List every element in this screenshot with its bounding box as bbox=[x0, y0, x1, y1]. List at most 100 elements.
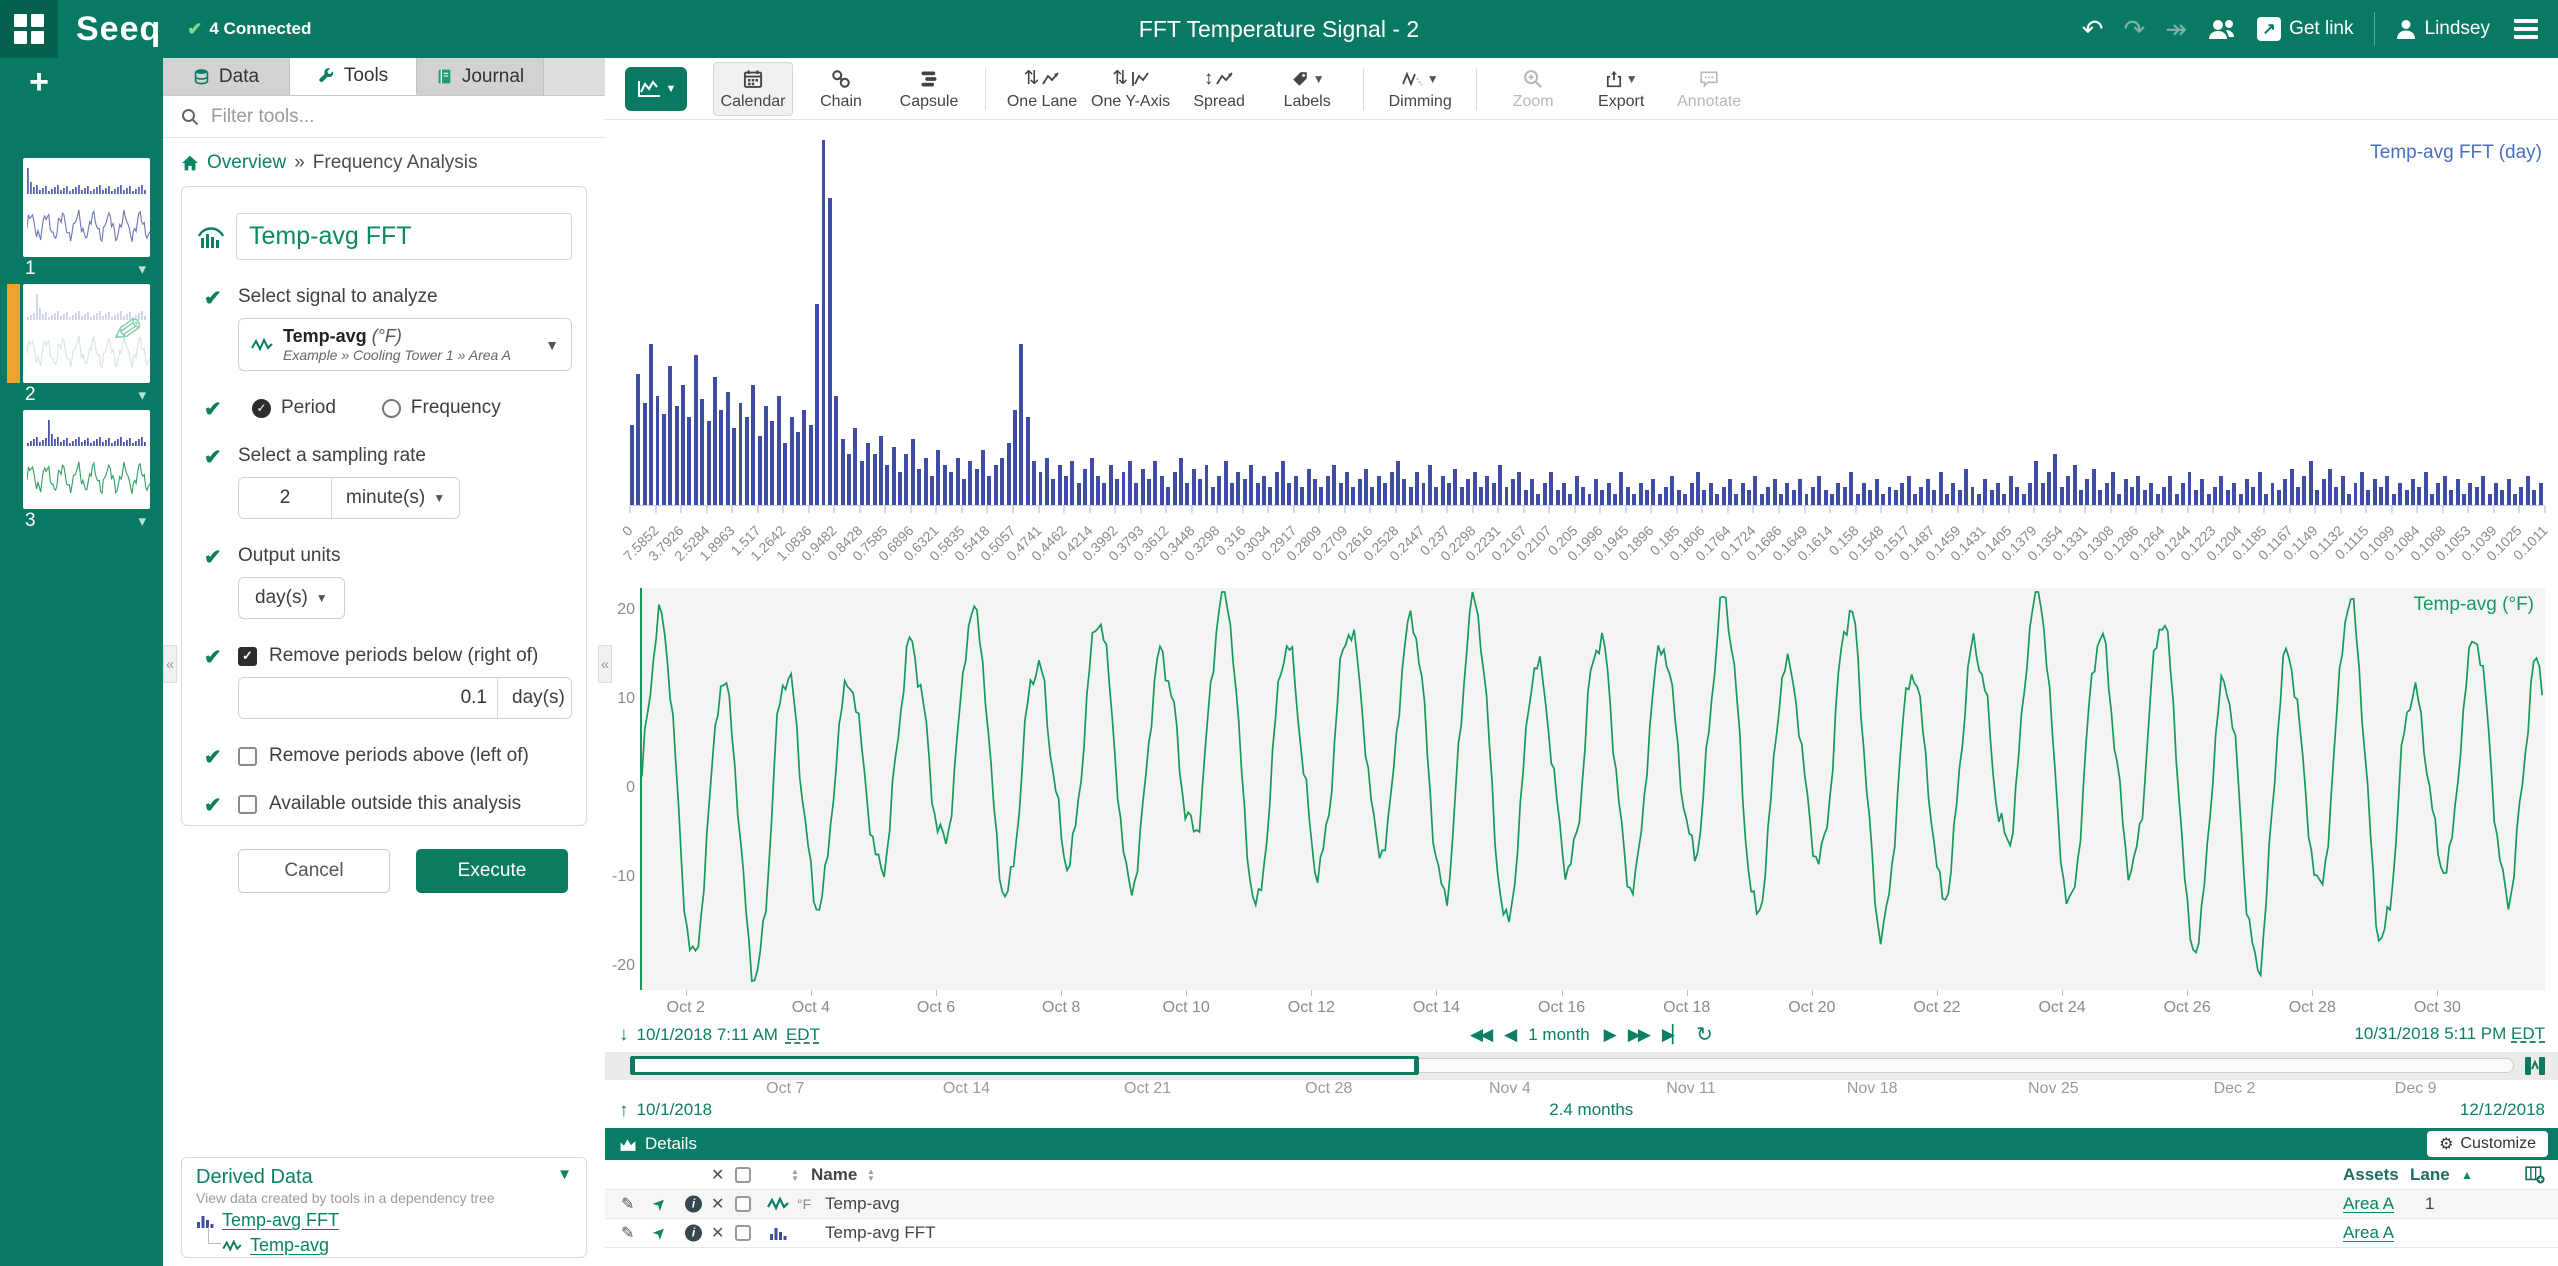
name-column-header[interactable]: Name bbox=[811, 1164, 858, 1184]
tab-data[interactable]: Data bbox=[163, 58, 290, 95]
capsule-mode-button[interactable]: Capsule bbox=[889, 62, 969, 116]
user-menu[interactable]: Lindsey bbox=[2395, 18, 2490, 40]
cancel-button[interactable]: Cancel bbox=[238, 849, 390, 893]
redo-all-icon[interactable]: ↠ bbox=[2165, 14, 2188, 44]
execute-button[interactable]: Execute bbox=[416, 849, 568, 893]
labels-button[interactable]: ▼ Labels bbox=[1283, 71, 1331, 110]
filter-tools-input[interactable] bbox=[211, 105, 511, 128]
view-mode-dropdown[interactable]: ▼ bbox=[625, 66, 687, 111]
info-icon[interactable]: i bbox=[685, 1224, 702, 1242]
chain-mode-button[interactable]: Chain bbox=[801, 62, 881, 116]
range-handle-left[interactable] bbox=[630, 1057, 635, 1074]
breadcrumb-overview-link[interactable]: Overview bbox=[207, 152, 287, 173]
hamburger-menu-icon[interactable] bbox=[2510, 15, 2542, 43]
investigate-start[interactable]: ↑ 10/1/2018 bbox=[619, 1100, 713, 1121]
export-button[interactable]: ▼ Export bbox=[1598, 70, 1645, 110]
signal-plot-area[interactable] bbox=[642, 588, 2545, 990]
signal-x-axis[interactable]: Oct 2 Oct 4 Oct 6 Oct 8 Oct 10 Oct 12 Oct 14 Oc… bbox=[642, 990, 2545, 1020]
worksheet-thumbnail-2-active[interactable]: ✎ 2 ▾ bbox=[23, 284, 150, 407]
step-back-button[interactable]: ◀ bbox=[1504, 1024, 1517, 1044]
lane-column-header[interactable]: Lane bbox=[2410, 1164, 2450, 1184]
period-radio[interactable]: ✓ bbox=[252, 398, 271, 418]
remove-below-unit-select[interactable]: day(s) ▼ bbox=[497, 678, 571, 718]
investigate-duration[interactable]: 2.4 months bbox=[1549, 1100, 1634, 1119]
spread-button[interactable]: ↕ Spread bbox=[1193, 67, 1245, 110]
frequency-radio[interactable] bbox=[381, 398, 401, 418]
step-back-full-button[interactable]: ◀◀ bbox=[1470, 1024, 1493, 1044]
remove-below-checkbox[interactable]: ✓ bbox=[238, 646, 257, 666]
available-outside-checkbox[interactable] bbox=[238, 794, 257, 814]
customize-button[interactable]: ⚙ Customize bbox=[2427, 1131, 2548, 1157]
remove-below-value-input[interactable] bbox=[239, 678, 497, 718]
calendar-mode-button[interactable]: Calendar bbox=[713, 61, 793, 116]
sampling-unit-select[interactable]: minute(s) ▼ bbox=[331, 478, 460, 518]
result-name-input[interactable] bbox=[237, 214, 571, 259]
derived-item-link[interactable]: Temp-avg FFT bbox=[222, 1210, 340, 1230]
remove-icon[interactable]: ✕ bbox=[711, 1225, 725, 1242]
home-icon[interactable] bbox=[181, 155, 199, 171]
pin-icon[interactable]: ➤ bbox=[649, 1193, 671, 1216]
sort-icon[interactable]: ▲ ▼ bbox=[867, 1166, 875, 1183]
worksheet-thumbnail-3[interactable]: 3 ▾ bbox=[23, 410, 150, 533]
auto-update-icon[interactable] bbox=[2524, 1055, 2546, 1077]
one-y-axis-button[interactable]: ⇅ One Y-Axis bbox=[1091, 68, 1171, 110]
fft-series-label[interactable]: Temp-avg FFT (day) bbox=[2370, 142, 2542, 163]
add-worksheet-button[interactable]: + bbox=[29, 63, 49, 101]
output-units-select[interactable]: day(s) ▼ bbox=[238, 577, 345, 619]
refresh-icon[interactable]: ↻ bbox=[1696, 1024, 1713, 1046]
duration-label[interactable]: 1 month bbox=[1528, 1024, 1590, 1044]
step-forward-button[interactable]: ▶ bbox=[1603, 1024, 1617, 1044]
edit-icon[interactable]: ✎ bbox=[621, 1225, 635, 1242]
sort-icon[interactable]: ▲ ▼ bbox=[791, 1166, 799, 1183]
range-start[interactable]: ↓ 10/1/2018 7:11 AM EDT bbox=[619, 1024, 820, 1045]
investigate-end[interactable]: 12/12/2018 bbox=[2459, 1100, 2545, 1119]
edit-icon[interactable]: ✎ bbox=[621, 1196, 635, 1213]
connection-status[interactable]: ✔ 4 Connected bbox=[187, 19, 311, 40]
derived-item-link[interactable]: Temp-avg bbox=[250, 1235, 330, 1255]
asset-link[interactable]: Area A bbox=[2343, 1194, 2395, 1213]
remove-above-checkbox[interactable] bbox=[238, 746, 257, 766]
redo-icon[interactable]: ↷ bbox=[2123, 14, 2146, 44]
get-link-button[interactable]: ↗ Get link bbox=[2257, 17, 2354, 41]
timezone-link[interactable]: EDT bbox=[785, 1025, 820, 1044]
details-row-temp-avg[interactable]: ✎ ➤ i ✕ °F Temp-avg Area A 1 bbox=[605, 1190, 2558, 1219]
users-icon[interactable] bbox=[2207, 18, 2237, 40]
remove-all-icon[interactable]: ✕ bbox=[711, 1166, 725, 1184]
collapse-chevron-icon[interactable]: ▼ bbox=[557, 1166, 572, 1183]
worksheet-thumbnail-1[interactable]: 1 ▾ bbox=[23, 158, 150, 281]
undo-icon[interactable]: ↶ bbox=[2081, 14, 2104, 44]
collapse-worksheets-handle[interactable]: « bbox=[163, 645, 177, 683]
range-end[interactable]: 10/31/2018 5:11 PM EDT bbox=[2354, 1024, 2545, 1043]
worksheet-menu-chevron-icon[interactable]: ▾ bbox=[138, 513, 146, 530]
range-slider-window[interactable] bbox=[630, 1056, 1419, 1075]
row-checkbox[interactable] bbox=[735, 1225, 751, 1241]
signal-select[interactable]: Temp-avg (°F) Example » Cooling Tower 1 … bbox=[238, 318, 572, 371]
timezone-link[interactable]: EDT bbox=[2511, 1024, 2545, 1043]
info-icon[interactable]: i bbox=[685, 1195, 702, 1213]
assets-column-header[interactable]: Assets bbox=[2343, 1164, 2399, 1184]
step-forward-full-button[interactable]: ▶▶ bbox=[1627, 1024, 1651, 1044]
step-to-end-button[interactable]: ▶▏ bbox=[1661, 1024, 1685, 1044]
tab-journal[interactable]: Journal bbox=[417, 58, 544, 95]
tab-tools[interactable]: Tools bbox=[290, 58, 417, 95]
dimming-button[interactable]: ▼ Dimming bbox=[1388, 71, 1452, 110]
add-column-icon[interactable] bbox=[2525, 1165, 2545, 1184]
collapse-tools-handle[interactable]: « bbox=[598, 645, 612, 683]
signal-series-label[interactable]: Temp-avg (°F) bbox=[2413, 594, 2534, 615]
select-all-checkbox[interactable] bbox=[735, 1166, 751, 1183]
worksheet-menu-chevron-icon[interactable]: ▾ bbox=[138, 387, 146, 404]
one-lane-button[interactable]: ⇅ One Lane bbox=[1006, 68, 1078, 110]
range-handle-right[interactable] bbox=[1413, 1057, 1419, 1074]
sampling-rate-input[interactable] bbox=[239, 478, 331, 518]
fft-plot-area[interactable] bbox=[630, 140, 2545, 505]
row-checkbox[interactable] bbox=[735, 1196, 751, 1212]
app-switcher-icon[interactable] bbox=[0, 0, 58, 58]
remove-icon[interactable]: ✕ bbox=[711, 1196, 725, 1213]
workbook-title[interactable]: FFT Temperature Signal - 2 bbox=[1138, 15, 1420, 42]
sort-asc-icon[interactable]: ▲ bbox=[2461, 1167, 2473, 1182]
worksheet-menu-chevron-icon[interactable]: ▾ bbox=[138, 261, 146, 278]
details-row-temp-avg-fft[interactable]: ✎ ➤ i ✕ Temp-avg FFT Area A bbox=[605, 1219, 2558, 1248]
pin-icon[interactable]: ➤ bbox=[649, 1222, 671, 1245]
range-slider-track[interactable] bbox=[630, 1056, 2514, 1075]
asset-link[interactable]: Area A bbox=[2343, 1223, 2395, 1242]
